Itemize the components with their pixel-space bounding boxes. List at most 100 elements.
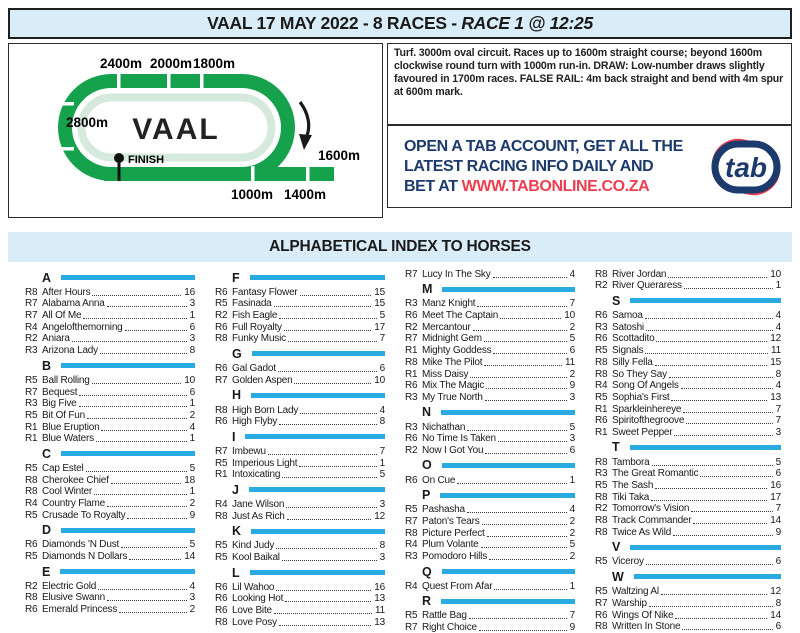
page-number: 9	[569, 380, 576, 392]
letter-section-header: C	[25, 447, 195, 461]
race-number: R8	[595, 621, 608, 633]
page-number: 11	[375, 605, 385, 617]
horse-index-entry: R5 The Sash 16	[595, 479, 781, 491]
tab-website-link[interactable]: WWW.TABONLINE.CO.ZA	[461, 178, 650, 195]
page-number: 13	[770, 391, 781, 403]
page-number: 7	[379, 333, 386, 345]
horse-index-entry: R8 High Born Lady 4	[215, 404, 385, 416]
dot-leader	[119, 612, 187, 614]
horse-index-entry: R8 Tiki Taka 17	[595, 491, 781, 503]
horse-index-entry: R5 Signals 11	[595, 344, 781, 356]
dot-leader	[273, 613, 373, 615]
race-number: R5	[595, 345, 608, 357]
distance-label-2000: 2000m	[150, 56, 192, 71]
horse-name: Viceroy	[612, 556, 644, 568]
horse-name: Pomodoro Hills	[422, 551, 488, 563]
finish-label: FINISH	[128, 154, 164, 166]
page-number: 5	[189, 462, 196, 474]
horse-name: Tambora	[612, 456, 650, 468]
dot-leader	[675, 617, 768, 619]
horse-name: Sparkleinhereye	[612, 403, 682, 415]
page-number: 2	[569, 516, 576, 527]
horse-index: A R8 After Hours 16 R7 Alabama Anna 3 R7 All Of …	[25, 268, 785, 633]
horse-name: Jane Wilson	[232, 498, 285, 510]
page-number: 4	[569, 268, 576, 280]
dot-leader	[276, 589, 372, 591]
page-number: 3	[775, 426, 782, 438]
dot-leader	[101, 429, 187, 431]
letter-heading: I	[232, 429, 236, 444]
page-number: 5	[569, 539, 576, 551]
dot-leader	[466, 512, 567, 514]
letter-section-header: I	[215, 429, 385, 444]
race-number: R2	[25, 333, 38, 345]
letter-divider-bar	[61, 275, 195, 280]
horse-name: Rattle Bag	[422, 610, 467, 622]
page-number: 11	[771, 345, 781, 357]
horse-index-entry: R6 Wings Of Nike 14	[595, 609, 781, 621]
dot-leader	[287, 341, 377, 343]
dot-leader	[286, 506, 377, 508]
dot-leader	[680, 388, 773, 390]
page-number: 5	[569, 333, 576, 345]
race-number: R5	[215, 298, 228, 310]
page-number: 7	[569, 298, 576, 310]
race-number: R3	[595, 321, 608, 333]
page-number: 4	[775, 310, 782, 322]
page-number: 13	[374, 593, 385, 605]
page-number: 3	[569, 391, 576, 403]
dot-leader	[651, 464, 773, 466]
letter-divider-bar	[249, 275, 385, 280]
letter-divider-bar	[441, 569, 575, 575]
race-number: R8	[595, 368, 608, 380]
dot-leader	[286, 518, 372, 520]
dot-leader	[71, 341, 187, 343]
horse-name: Fasinada	[232, 298, 272, 310]
horse-index-entry: R8 River Jordan 10	[595, 268, 781, 280]
horse-name: River Queraress	[612, 280, 682, 292]
page-number: 15	[374, 286, 385, 298]
page-number: 1	[569, 580, 576, 592]
race-number: R1	[215, 469, 228, 481]
horse-index-entry: R5 Sophia's First 13	[595, 391, 781, 403]
dot-leader	[98, 588, 187, 590]
letter-heading: L	[232, 565, 240, 580]
letter-section-header: O	[405, 458, 575, 472]
horse-name: Kind Judy	[232, 540, 275, 552]
dot-leader	[106, 306, 187, 308]
page-number: 6	[569, 444, 576, 456]
dot-leader	[299, 465, 377, 467]
horse-name: High Born Lady	[232, 404, 299, 416]
letter-heading: V	[612, 540, 621, 555]
page-number: 10	[374, 374, 385, 386]
letter-section-header: H	[215, 388, 385, 402]
page-number: 8	[379, 540, 386, 552]
horse-index-entry: R7 Paton's Tears 2	[405, 515, 575, 527]
horse-index-entry: R7 Right Choice 9	[405, 621, 575, 633]
horse-name: No Time Is Taken	[422, 433, 496, 445]
horse-index-entry: R7 Midnight Gem 5	[405, 333, 576, 345]
race-number: R6	[595, 609, 608, 621]
page-number: 2	[569, 368, 576, 380]
track-name: VAAL	[132, 113, 219, 146]
dot-leader	[494, 588, 567, 590]
horse-index-entry: R6 Lil Wahoo 16	[215, 581, 385, 593]
dot-leader	[484, 399, 567, 401]
page-number: 17	[374, 321, 385, 333]
page-number: 18	[184, 474, 195, 486]
horse-index-entry: R6 Mix The Magic 9	[405, 380, 576, 392]
horse-name: Emerald Princess	[42, 604, 118, 616]
letter-divider-bar	[629, 444, 781, 450]
horse-name: Twice As Wild	[612, 526, 672, 538]
dot-leader	[660, 594, 768, 596]
race-number: R3	[405, 298, 418, 310]
letter-section-header: W	[595, 570, 781, 584]
dot-leader	[457, 482, 567, 484]
horse-name: Just As Rich	[232, 510, 285, 522]
race-number: R5	[25, 462, 38, 474]
race-number: R8	[595, 456, 608, 468]
horse-name: Warship	[612, 597, 647, 609]
horse-name: Waltzing Al	[612, 586, 659, 598]
dot-leader	[686, 423, 773, 425]
letter-section-header: K	[215, 524, 385, 538]
